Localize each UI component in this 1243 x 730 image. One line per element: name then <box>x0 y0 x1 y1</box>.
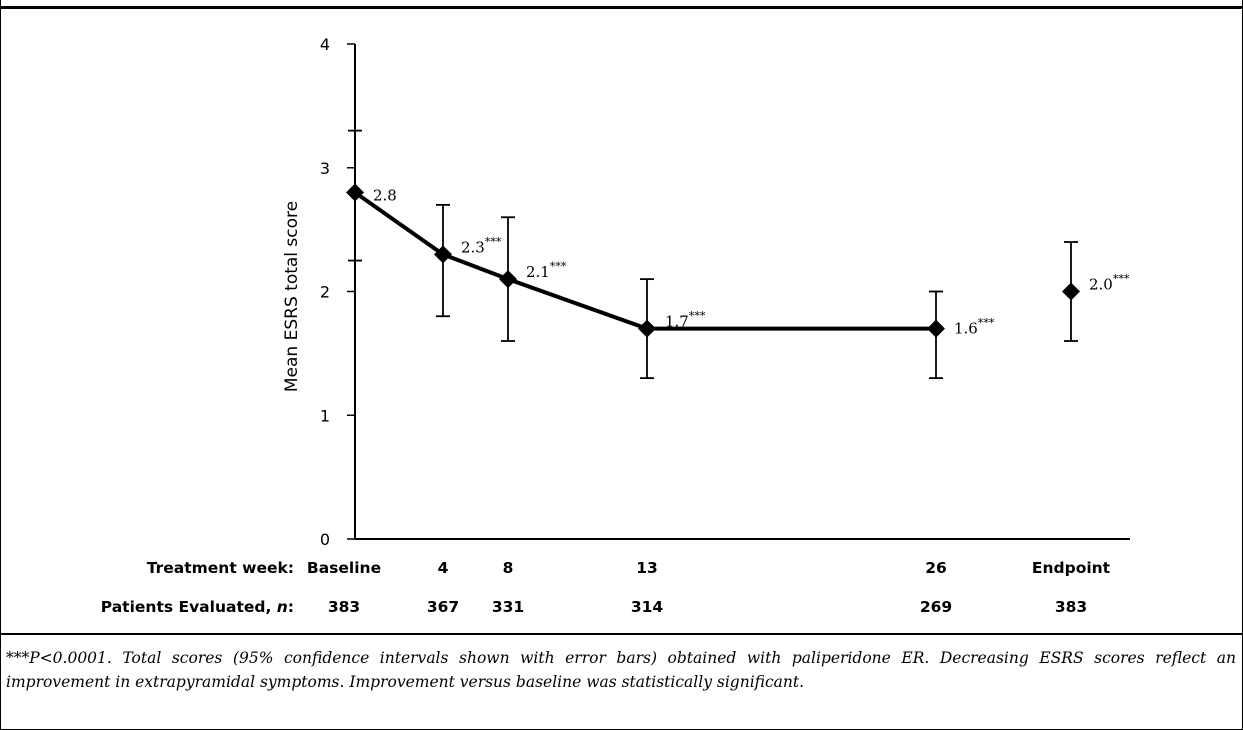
patients-evaluated-value: 367 <box>427 598 459 616</box>
data-point-marker <box>638 319 656 338</box>
patients-evaluated-label-part: n <box>277 598 288 616</box>
data-label-value: 1.6 <box>954 320 978 338</box>
patients-evaluated-row-label: Patients Evaluated, n: <box>101 598 294 616</box>
y-tick-label: 2 <box>320 283 330 302</box>
patients-evaluated-label-part: Patients Evaluated, <box>101 598 277 616</box>
data-point-marker <box>499 270 517 289</box>
significance-marker: *** <box>485 235 502 248</box>
chart-axes: 0 1 2 3 4 Mean ESRS total score <box>282 35 1130 549</box>
x-category-label: 8 <box>503 559 514 577</box>
y-tick-label: 0 <box>320 530 330 549</box>
patients-evaluated-value: 331 <box>492 598 524 616</box>
x-category-label: 26 <box>925 559 947 577</box>
chart-series: 2.82.3***2.1***1.7***1.6***2.0*** <box>346 129 1130 380</box>
treatment-week-row-label: Treatment week: <box>147 559 294 577</box>
patients-evaluated-value: 383 <box>328 598 360 616</box>
data-label-value: 2.1 <box>526 263 550 281</box>
patients-evaluated-value: 269 <box>920 598 952 616</box>
data-label-value: 2.8 <box>373 187 397 205</box>
data-label: 2.3*** <box>461 235 502 256</box>
data-label: 1.7*** <box>665 310 706 331</box>
data-label: 2.1*** <box>526 260 567 281</box>
y-tick-label: 1 <box>320 406 330 425</box>
y-tick-label: 3 <box>320 159 330 178</box>
data-point-marker <box>346 183 364 202</box>
x-category-label: Endpoint <box>1032 559 1111 577</box>
patients-evaluated-value: 314 <box>631 598 664 616</box>
data-point-marker <box>927 319 945 338</box>
data-point-marker <box>1062 282 1080 301</box>
x-category-label: Baseline <box>307 559 381 577</box>
data-label: 2.8 <box>373 187 397 205</box>
figure-caption: ***P<0.0001. Total scores (95% confidenc… <box>6 649 1236 691</box>
data-point-marker <box>434 245 452 264</box>
x-category-label: 4 <box>438 559 449 577</box>
significance-marker: *** <box>550 260 567 273</box>
data-label-value: 2.3 <box>461 238 485 256</box>
significance-marker: *** <box>1113 273 1130 286</box>
bottom-rule <box>0 633 1243 635</box>
significance-marker: *** <box>978 317 995 330</box>
x-category-label: 13 <box>636 559 658 577</box>
data-label: 1.6*** <box>954 317 995 338</box>
y-axis-title: Mean ESRS total score <box>282 201 302 392</box>
data-label: 2.0*** <box>1089 273 1130 294</box>
data-label-value: 2.0 <box>1089 276 1113 294</box>
patients-evaluated-label-part: : <box>288 598 294 616</box>
y-tick-label: 4 <box>320 35 330 54</box>
significance-marker: *** <box>689 310 706 323</box>
top-rule <box>0 6 1243 9</box>
patients-evaluated-value: 383 <box>1055 598 1087 616</box>
chart-table-rows: Treatment week: Patients Evaluated, n: Bas… <box>101 559 1111 616</box>
data-label-value: 1.7 <box>665 313 689 331</box>
